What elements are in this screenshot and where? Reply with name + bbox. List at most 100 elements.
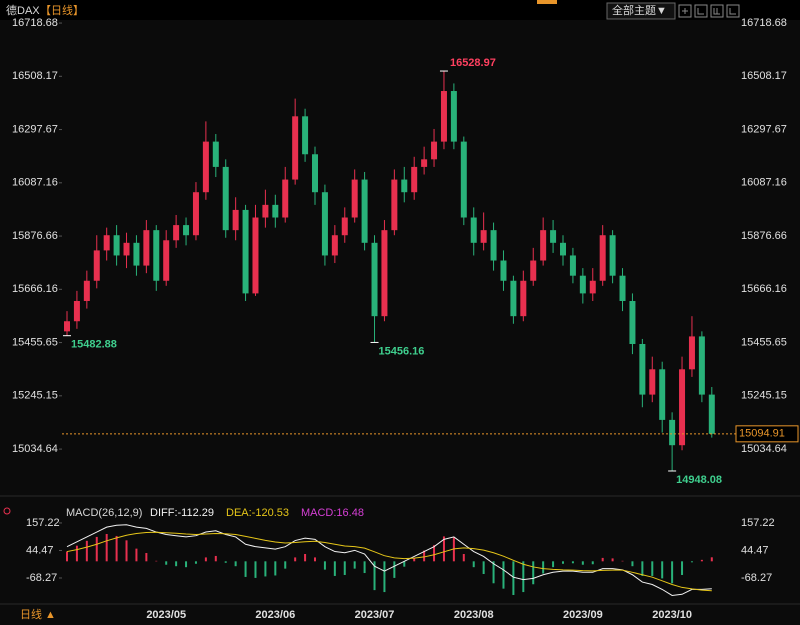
y-tick-label: 16297.67: [12, 123, 58, 135]
y-tick-label: 15455.65: [12, 336, 58, 348]
candle-body: [470, 217, 477, 243]
icon-add[interactable]: [678, 4, 692, 18]
candle-body: [421, 159, 428, 167]
candle-body: [153, 230, 160, 281]
y-tick-label: 15876.66: [12, 230, 58, 242]
x-tick-label: 2023/10: [652, 609, 692, 621]
candle-body: [321, 192, 328, 256]
candle-body: [460, 141, 467, 218]
macd-bar: [214, 555, 217, 562]
macd-bar: [423, 550, 426, 562]
macd-bar: [601, 557, 604, 562]
candle-body: [163, 240, 170, 281]
candle-body: [103, 235, 110, 251]
candle-body: [232, 209, 239, 231]
theme-button-box[interactable]: [606, 2, 676, 20]
macd-bar: [75, 545, 78, 562]
macd-bar: [333, 561, 336, 576]
y2-tick-label: 16508.17: [741, 70, 787, 82]
candle-body: [93, 250, 100, 281]
macd-bar: [373, 561, 376, 591]
macd-bar: [492, 561, 495, 584]
macd-bar: [442, 536, 445, 562]
macd-bar: [353, 561, 356, 569]
macd-bar: [671, 561, 674, 584]
macd-bar: [304, 553, 307, 562]
candle-body: [143, 230, 150, 266]
y-tick-label: 16508.17: [12, 70, 58, 82]
macd-bar: [105, 533, 108, 562]
x-tick-label: 2023/06: [255, 609, 295, 621]
candle-body: [292, 116, 299, 180]
candle-body: [113, 235, 120, 256]
candle-body: [649, 369, 656, 395]
macd-bar: [433, 545, 436, 562]
candle-body: [242, 209, 249, 294]
macd-bar: [224, 561, 227, 563]
macd-bar: [532, 561, 535, 585]
low-annotation: 15456.16: [379, 345, 425, 357]
icon-layout2[interactable]: [710, 4, 724, 18]
y-tick-label: 15034.64: [12, 443, 58, 455]
candle-body: [212, 141, 219, 167]
theme-button[interactable]: 全部主题▼: [612, 3, 667, 17]
candle-body: [698, 336, 705, 395]
candle-body: [252, 217, 259, 294]
candle-body: [530, 260, 537, 281]
macd-bar: [284, 561, 287, 569]
candle-body: [450, 91, 457, 142]
candle-body: [341, 217, 348, 236]
candle-body: [431, 141, 438, 160]
top-bar: [0, 0, 800, 20]
macd-bar: [125, 540, 128, 562]
y2-tick-label: -68.27: [741, 572, 772, 584]
candle-body: [282, 179, 289, 218]
candle-body: [679, 369, 686, 446]
macd-bar: [194, 561, 197, 564]
candle-body: [361, 179, 368, 243]
macd-bar: [135, 548, 138, 562]
icon-layout[interactable]: [694, 4, 708, 18]
macd-bar: [393, 561, 396, 578]
y-tick-label: 15245.15: [12, 390, 58, 402]
top-marker: [537, 0, 557, 4]
candle-body: [569, 255, 576, 276]
y-tick-label: 16718.68: [12, 17, 58, 29]
macd-bar: [115, 535, 118, 562]
candle-body: [302, 116, 309, 155]
macd-bar: [343, 561, 346, 575]
candle-body: [480, 230, 487, 243]
candle-body: [629, 300, 636, 345]
y2-tick-label: 44.47: [741, 544, 769, 556]
candle-body: [123, 242, 130, 256]
chart-title: 德DAX: [6, 3, 40, 17]
candle-body: [540, 230, 547, 261]
y2-tick-label: 15034.64: [741, 443, 787, 455]
period-switch[interactable]: 日线 ▲: [20, 607, 56, 621]
macd-line: [66, 531, 712, 592]
macd-bar: [314, 557, 316, 562]
macd-bar: [234, 561, 237, 567]
macd-bar: [323, 561, 326, 570]
x-tick-label: 2023/09: [563, 609, 603, 621]
y2-tick-label: 16297.67: [741, 123, 787, 135]
candle-body: [83, 280, 90, 301]
candle-body: [510, 280, 517, 317]
y2-tick-label: 15876.66: [741, 230, 787, 242]
macd-bar: [462, 553, 465, 562]
toolbar-icons[interactable]: [678, 4, 740, 18]
period-label[interactable]: 【日线】: [40, 3, 84, 17]
macd-bar: [155, 560, 158, 562]
macd-bar: [274, 561, 277, 576]
candle-body: [589, 280, 596, 294]
macd-bar: [165, 561, 168, 565]
macd-bar: [482, 561, 485, 575]
candle-body: [371, 242, 378, 317]
icon-layout3[interactable]: [726, 4, 740, 18]
candle-body: [688, 336, 695, 370]
macd-bar: [185, 561, 188, 568]
candle-body: [619, 275, 626, 301]
last-price-label: 15094.91: [739, 428, 785, 440]
macd-bar: [611, 558, 614, 562]
candle-body: [708, 394, 715, 434]
